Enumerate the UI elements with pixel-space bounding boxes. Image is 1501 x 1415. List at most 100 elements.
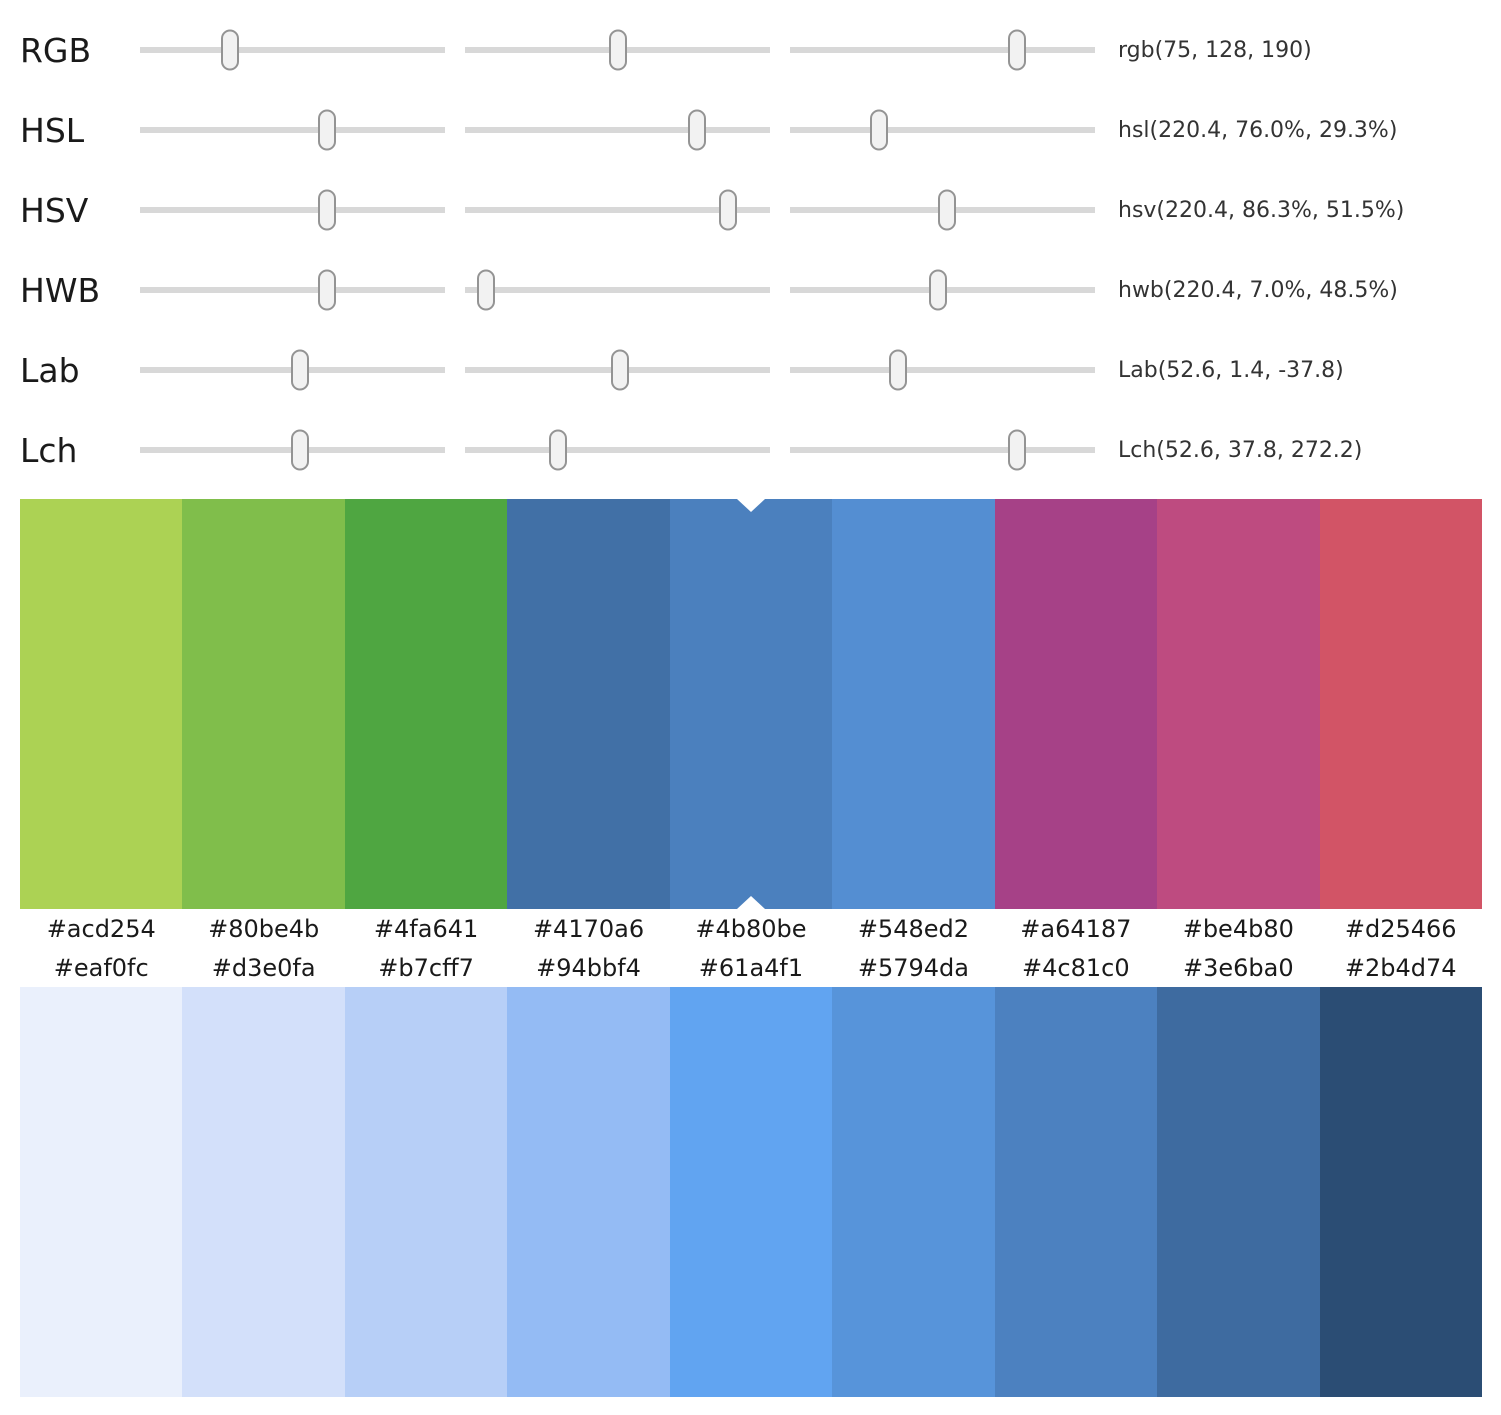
rgb-blue-track[interactable] — [790, 29, 1095, 71]
lch-hue-thumb[interactable] — [1007, 429, 1026, 471]
hsl-lightness-track[interactable] — [790, 109, 1095, 151]
lch-lightness-thumb[interactable] — [291, 429, 310, 471]
hsv-value: hsv(220.4, 86.3%, 51.5%) — [1118, 197, 1405, 223]
hwb-blackness-track[interactable] — [790, 269, 1095, 311]
lab-label: Lab — [20, 350, 80, 390]
tint-swatch-1[interactable] — [20, 987, 183, 1397]
tint-hex-labels: #eaf0fc #d3e0fa #b7cff7 #94bbf4 #61a4f1 … — [20, 948, 1482, 987]
color-model-sliders: RGB rgb(75, 128, 190) HSL hsl(220.4, 76.… — [0, 0, 1501, 490]
lab-b-track[interactable] — [790, 349, 1095, 391]
hwb-value: hwb(220.4, 7.0%, 48.5%) — [1118, 277, 1398, 303]
lab-a-track[interactable] — [465, 349, 770, 391]
hsv-hue-thumb[interactable] — [317, 189, 336, 231]
hwb-tracks — [140, 269, 1095, 311]
scale-hex-label-8: #be4b80 — [1182, 914, 1294, 943]
hwb-whiteness-track[interactable] — [465, 269, 770, 311]
lch-tracks — [140, 429, 1095, 471]
tint-hex-label-9: #2b4d74 — [1344, 953, 1457, 982]
scale-swatch-4[interactable] — [507, 499, 670, 909]
hwb-hue-thumb[interactable] — [317, 269, 336, 311]
hsl-saturation-thumb[interactable] — [687, 109, 706, 151]
rgb-red-thumb[interactable] — [220, 29, 239, 71]
lab-b-thumb[interactable] — [888, 349, 907, 391]
tint-hex-label-5: #61a4f1 — [698, 953, 804, 982]
scale-hex-label-9: #d25466 — [1344, 914, 1457, 943]
rgb-green-track[interactable] — [465, 29, 770, 71]
lab-lightness-track[interactable] — [140, 349, 445, 391]
scale-hex-label-2: #80be4b — [208, 914, 320, 943]
tint-hex-label-1: #eaf0fc — [53, 953, 149, 982]
lab-lightness-thumb[interactable] — [291, 349, 310, 391]
tint-swatch-2[interactable] — [182, 987, 345, 1397]
tint-swatch-6[interactable] — [832, 987, 995, 1397]
hsv-value-track[interactable] — [790, 189, 1095, 231]
slider-row-hwb: HWB hwb(220.4, 7.0%, 48.5%) — [0, 250, 1501, 330]
hsl-hue-thumb[interactable] — [317, 109, 336, 151]
slider-row-hsl: HSL hsl(220.4, 76.0%, 29.3%) — [0, 90, 1501, 170]
hue-scale-palette — [20, 499, 1482, 909]
slider-row-lch: Lch Lch(52.6, 37.8, 272.2) — [0, 410, 1501, 490]
lch-value: Lch(52.6, 37.8, 272.2) — [1118, 437, 1363, 463]
hsv-label: HSV — [20, 190, 89, 230]
tint-hex-label-8: #3e6ba0 — [1182, 953, 1294, 982]
tint-hex-label-4: #94bbf4 — [536, 953, 641, 982]
tint-hex-label-7: #4c81c0 — [1022, 953, 1130, 982]
tint-hex-label-6: #5794da — [857, 953, 969, 982]
tint-hex-label-3: #b7cff7 — [378, 953, 474, 982]
scale-swatch-8[interactable] — [1157, 499, 1320, 909]
slider-row-lab: Lab Lab(52.6, 1.4, -37.8) — [0, 330, 1501, 410]
lch-lightness-track[interactable] — [140, 429, 445, 471]
hwb-whiteness-thumb[interactable] — [477, 269, 496, 311]
tint-swatch-4[interactable] — [507, 987, 670, 1397]
selected-swatch-notch-bottom-icon — [736, 896, 765, 909]
slider-row-hsv: HSV hsv(220.4, 86.3%, 51.5%) — [0, 170, 1501, 250]
scale-swatch-7[interactable] — [994, 499, 1158, 909]
scale-swatch-5-selected[interactable] — [669, 499, 833, 909]
hsl-lightness-thumb[interactable] — [870, 109, 889, 151]
scale-swatch-3[interactable] — [344, 499, 508, 909]
hsl-hue-track[interactable] — [140, 109, 445, 151]
scale-hex-label-6: #548ed2 — [857, 914, 969, 943]
selected-swatch-notch-top-icon — [736, 499, 765, 512]
rgb-value: rgb(75, 128, 190) — [1118, 37, 1312, 63]
scale-swatch-1[interactable] — [20, 499, 183, 909]
hsv-tracks — [140, 189, 1095, 231]
hsl-tracks — [140, 109, 1095, 151]
scale-hex-label-7: #a64187 — [1020, 914, 1132, 943]
lab-value: Lab(52.6, 1.4, -37.8) — [1118, 357, 1344, 383]
tint-swatch-9[interactable] — [1319, 987, 1482, 1397]
rgb-red-track[interactable] — [140, 29, 445, 71]
scale-hex-label-4: #4170a6 — [532, 914, 645, 943]
hsv-saturation-track[interactable] — [465, 189, 770, 231]
lch-label: Lch — [20, 430, 78, 470]
scale-hex-label-1: #acd254 — [46, 914, 156, 943]
rgb-green-thumb[interactable] — [609, 29, 628, 71]
tint-swatch-8[interactable] — [1157, 987, 1320, 1397]
hsl-value: hsl(220.4, 76.0%, 29.3%) — [1118, 117, 1398, 143]
lab-a-thumb[interactable] — [610, 349, 629, 391]
slider-row-rgb: RGB rgb(75, 128, 190) — [0, 10, 1501, 90]
hwb-hue-track[interactable] — [140, 269, 445, 311]
hsl-label: HSL — [20, 110, 85, 150]
hwb-blackness-thumb[interactable] — [928, 269, 947, 311]
scale-hex-labels: #acd254 #80be4b #4fa641 #4170a6 #4b80be … — [20, 909, 1482, 948]
lch-chroma-track[interactable] — [465, 429, 770, 471]
hsl-saturation-track[interactable] — [465, 109, 770, 151]
scale-hex-label-5: #4b80be — [695, 914, 807, 943]
rgb-tracks — [140, 29, 1095, 71]
scale-swatch-9[interactable] — [1319, 499, 1482, 909]
rgb-blue-thumb[interactable] — [1008, 29, 1027, 71]
tint-swatch-7[interactable] — [994, 987, 1158, 1397]
lch-hue-track[interactable] — [790, 429, 1095, 471]
tint-swatch-5[interactable] — [669, 987, 833, 1397]
scale-swatch-2[interactable] — [182, 499, 345, 909]
tint-swatch-3[interactable] — [344, 987, 508, 1397]
hwb-label: HWB — [20, 270, 101, 310]
hsv-saturation-thumb[interactable] — [719, 189, 738, 231]
scale-swatch-6[interactable] — [832, 499, 995, 909]
lab-tracks — [140, 349, 1095, 391]
hsv-hue-track[interactable] — [140, 189, 445, 231]
lch-chroma-thumb[interactable] — [549, 429, 568, 471]
scale-hex-label-3: #4fa641 — [373, 914, 479, 943]
hsv-value-thumb[interactable] — [938, 189, 957, 231]
